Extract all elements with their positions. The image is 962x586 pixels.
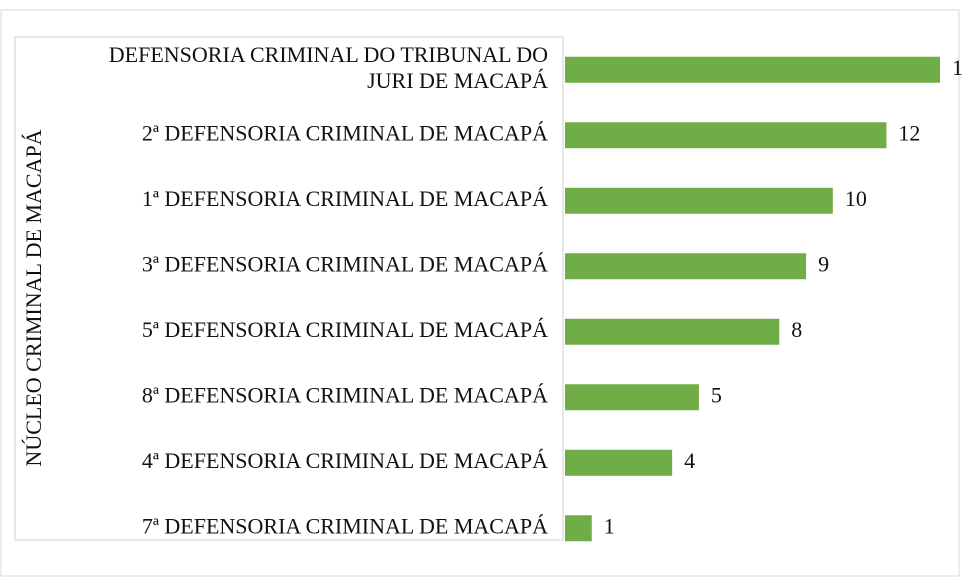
bar (565, 122, 887, 149)
data-label: 9 (818, 251, 829, 276)
axis-title: NÚCLEO CRIMINAL DE MACAPÁ (21, 129, 46, 466)
category-label: 5ª DEFENSORIA CRIMINAL DE MACAPÁ (142, 317, 548, 342)
bar (565, 56, 940, 83)
category-label: DEFENSORIA CRIMINAL DO TRIBUNAL DO JURI D… (109, 42, 548, 93)
category-label: 2ª DEFENSORIA CRIMINAL DE MACAPÁ (142, 120, 548, 145)
bar (565, 449, 673, 476)
data-label: 14 (952, 55, 962, 80)
category-label: 7ª DEFENSORIA CRIMINAL DE MACAPÁ (142, 513, 548, 538)
category-label: 3ª DEFENSORIA CRIMINAL DE MACAPÁ (142, 251, 548, 276)
data-label: 4 (684, 448, 695, 473)
category-label: 1ª DEFENSORIA CRIMINAL DE MACAPÁ (142, 186, 548, 211)
label-box (14, 36, 564, 541)
category-label: 4ª DEFENSORIA CRIMINAL DE MACAPÁ (142, 448, 548, 473)
bar (565, 515, 592, 542)
data-label: 10 (845, 186, 867, 211)
category-label: 8ª DEFENSORIA CRIMINAL DE MACAPÁ (142, 382, 548, 407)
data-label: 12 (898, 120, 920, 145)
bar (565, 187, 833, 214)
data-label: 8 (791, 317, 802, 342)
bar (565, 318, 780, 345)
bar (565, 384, 699, 411)
bar (565, 253, 807, 280)
data-label: 1 (604, 513, 615, 538)
data-label: 5 (711, 382, 722, 407)
